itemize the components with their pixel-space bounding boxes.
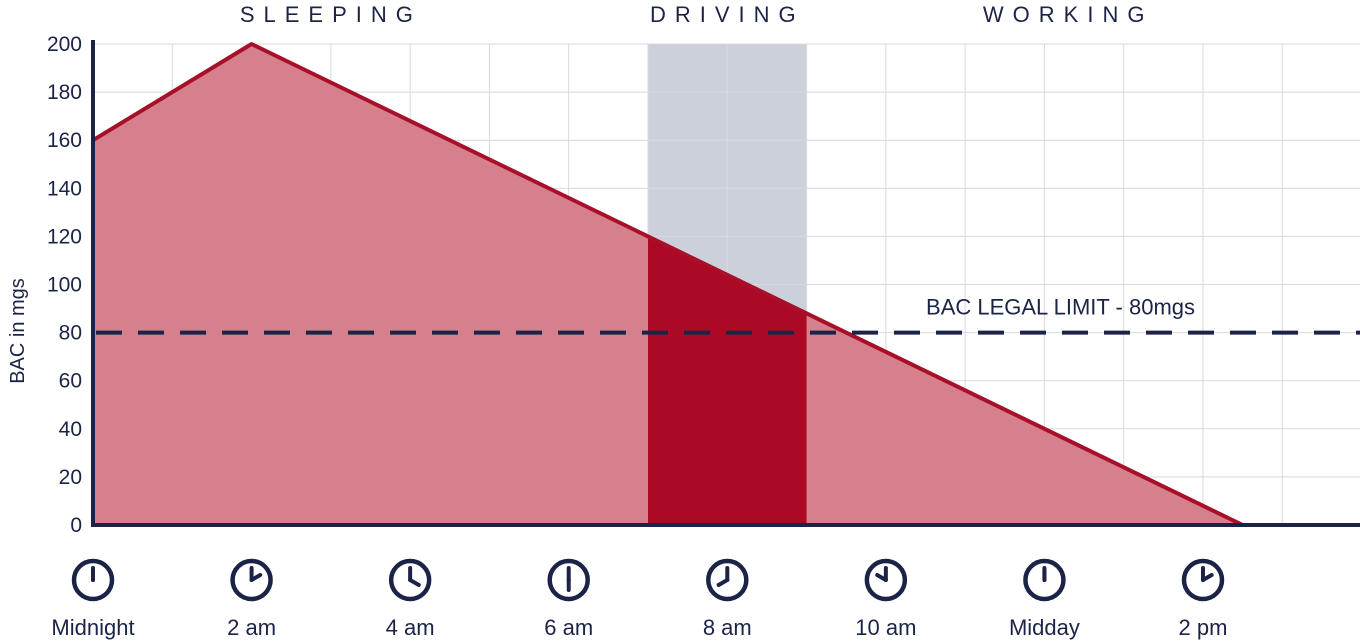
clock-face [71,558,115,602]
x-tick-label: 10 am [855,615,916,640]
x-tick-label: Midday [1009,615,1080,640]
clock-face [706,558,749,602]
y-tick-label: 160 [47,129,82,152]
driving-bac-area [648,236,807,525]
clock-face [388,558,432,602]
clock-icon [547,558,590,602]
clock-face [1023,558,1066,602]
y-axis-label: BAC in mgs [7,278,29,384]
clock-icon [1023,558,1066,602]
phase-label: DRIVING [650,2,805,27]
clock-icon [706,558,749,602]
bac-line [91,42,1244,527]
x-tick-label: 8 am [703,615,752,640]
clock-hour-hand [408,578,421,587]
clock-hour-hand [716,578,730,587]
clock-icon [230,558,273,602]
y-tick-label: 80 [59,322,82,345]
y-tick-label: 40 [59,418,82,441]
clock-icon [71,558,115,602]
x-tick-label: 2 pm [1179,615,1228,640]
y-tick-label: 180 [47,81,82,104]
y-tick-label: 0 [70,514,82,537]
y-tick-label: 100 [47,274,82,297]
clock-face [547,558,590,602]
x-tick-label: 4 am [386,615,435,640]
y-tick-label: 140 [47,177,82,200]
clock-face [864,558,908,602]
x-tick-label: 6 am [544,615,593,640]
clock-icon [864,558,908,602]
clock-icon [1181,558,1225,602]
clock-hour-hand [1201,573,1214,582]
x-tick-label: Midnight [51,615,134,640]
clock-hour-hand [875,573,888,582]
clock-icon [388,558,432,602]
phase-label: SLEEPING [240,2,422,27]
clock-face [1181,558,1225,602]
legal-limit-label: BAC LEGAL LIMIT - 80mgs [926,295,1195,320]
phase-label: WORKING [983,2,1154,27]
x-tick-label: 2 am [227,615,276,640]
y-tick-label: 200 [47,33,82,56]
clock-hour-hand [249,573,263,582]
y-tick-label: 60 [59,370,82,393]
y-tick-label: 120 [47,225,82,248]
clock-face [230,558,273,602]
y-tick-label: 20 [59,466,82,489]
